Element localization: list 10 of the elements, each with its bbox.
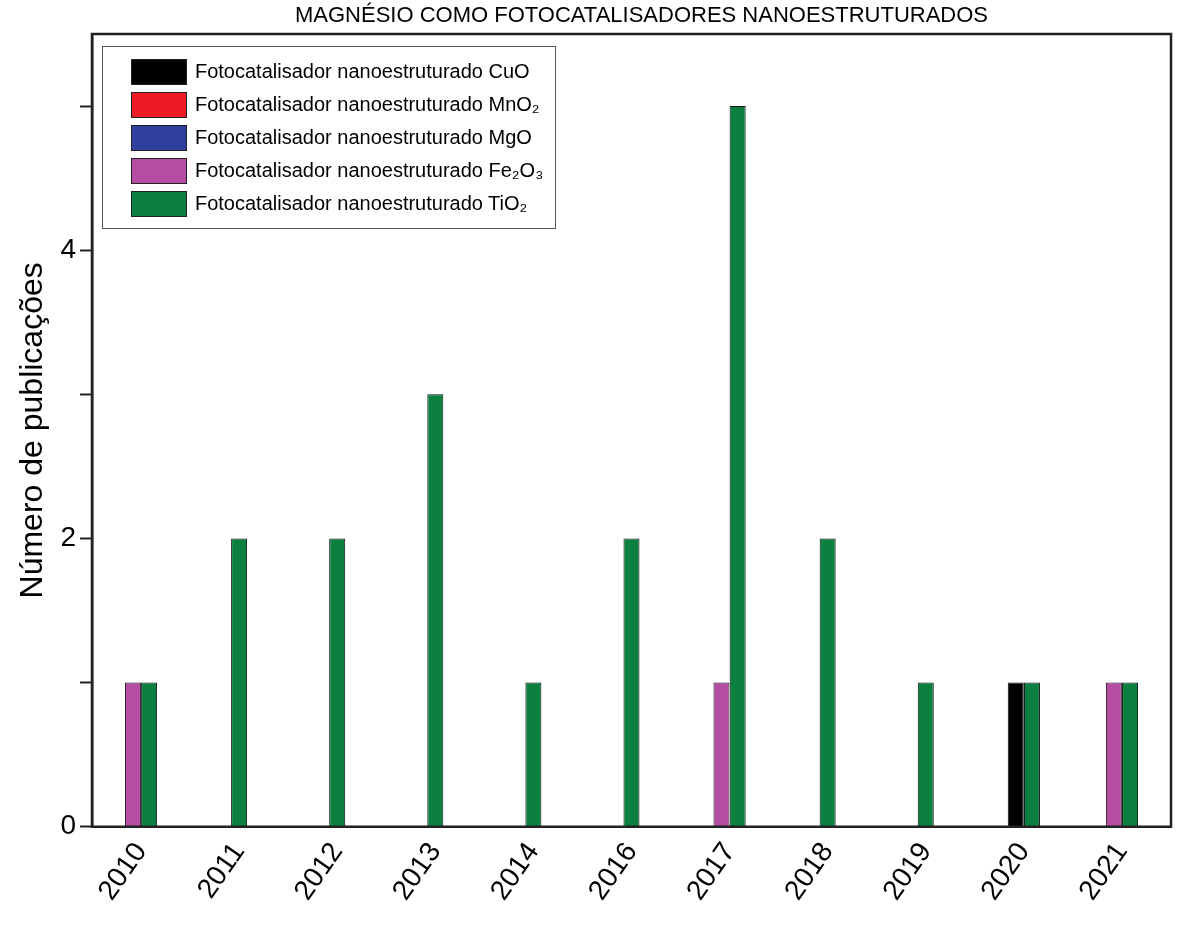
legend-label: Fotocatalisador nanoestruturado MgO [194, 126, 532, 149]
chart-title: MAGNÉSIO COMO FOTOCATALISADORES NANOESTRUTURADOS [293, 2, 990, 28]
legend-label: Fotocatalisador nanoestruturado MnO₂ [194, 93, 540, 116]
legend-label: Fotocatalisador nanoestruturado Fe₂O₃ [194, 159, 544, 182]
legend-label: Fotocatalisador nanoestruturado TiO₂ [194, 192, 528, 215]
legend-label: Fotocatalisador nanoestruturado CuO [194, 60, 530, 83]
y-tick-label: 4 [60, 232, 76, 264]
y-tick-label: 2 [60, 521, 76, 553]
y-axis-title: Número de publicações [13, 262, 50, 599]
y-tick-label: 0 [60, 809, 76, 841]
